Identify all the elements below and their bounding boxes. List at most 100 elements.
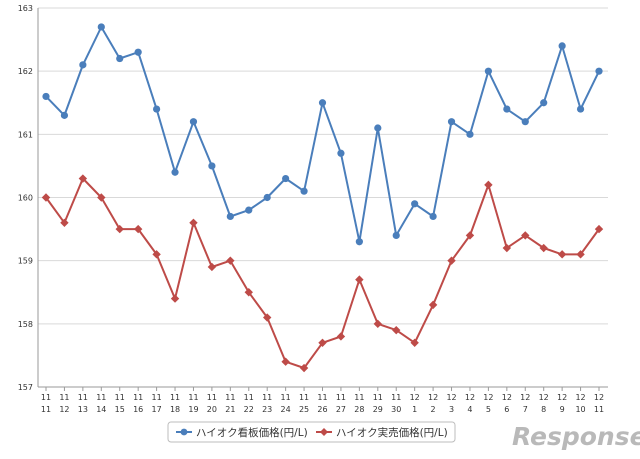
legend-box: [167, 421, 456, 443]
data-point-series-1: [576, 105, 585, 113]
data-point-series-1: [134, 48, 142, 56]
data-point-series-1: [153, 105, 161, 113]
x-tick-label-month: 11: [391, 393, 401, 402]
y-tick-label: 163: [18, 4, 33, 13]
x-tick-label-day: 4: [467, 405, 472, 414]
data-point-series-2: [281, 357, 290, 366]
x-tick-label-month: 12: [520, 393, 530, 402]
data-point-series-2: [539, 243, 548, 253]
y-tick-label: 159: [18, 257, 33, 266]
x-tick-label-month: 12: [557, 393, 567, 402]
data-point-series-1: [337, 149, 345, 157]
x-tick-label-month: 12: [502, 393, 512, 402]
x-tick-label-month: 11: [336, 393, 346, 402]
legend-label: ハイオク看板価格(円/L): [196, 426, 308, 439]
x-tick-label-day: 22: [244, 405, 254, 414]
series-lines: [41, 23, 604, 373]
x-tick-label-day: 20: [207, 405, 217, 414]
data-point-series-1: [374, 124, 382, 132]
x-tick-label-day: 1: [412, 405, 417, 414]
data-point-series-1: [189, 118, 198, 126]
data-point-series-1: [411, 200, 419, 208]
x-tick-label-day: 9: [560, 405, 565, 414]
data-point-series-2: [318, 338, 327, 347]
data-point-series-2: [115, 224, 124, 234]
x-tick-label-month: 11: [262, 393, 272, 402]
data-point-series-2: [576, 250, 585, 259]
data-point-series-1: [79, 61, 87, 69]
x-tick-label-day: 2: [431, 405, 436, 414]
x-tick-label-month: 11: [317, 393, 327, 402]
y-axis-tick-labels: 157 158 159 160 161 162 163: [18, 4, 33, 392]
x-tick-label-month: 11: [152, 393, 162, 402]
data-point-series-2: [557, 250, 567, 259]
x-tick-label-day: 17: [152, 405, 162, 414]
watermark-text: Response.: [512, 422, 640, 451]
x-tick-label-day: 13: [78, 405, 88, 414]
x-tick-label-month: 11: [115, 393, 125, 402]
data-point-series-2: [484, 180, 493, 190]
data-point-series-1: [42, 92, 50, 101]
data-point-series-2: [428, 300, 438, 310]
x-tick-label-month: 12: [465, 393, 475, 402]
data-point-series-2: [373, 319, 382, 329]
x-tick-label-day: 11: [41, 405, 51, 414]
y-tick-label: 161: [18, 130, 33, 139]
x-tick-label-day: 24: [281, 405, 291, 414]
x-tick-label-month: 11: [373, 393, 383, 402]
data-point-series-1: [116, 54, 124, 63]
axes: [37, 8, 608, 391]
x-tick-label-day: 12: [59, 405, 69, 414]
data-point-series-2: [336, 332, 346, 341]
data-point-series-2: [465, 231, 475, 240]
x-tick-label-month: 11: [170, 393, 180, 402]
x-tick-label-month: 12: [483, 393, 493, 402]
data-point-series-2: [392, 325, 401, 335]
x-tick-label-day: 11: [594, 405, 604, 414]
data-point-series-1: [97, 23, 105, 31]
x-tick-label-month: 11: [299, 393, 309, 402]
x-tick-label-day: 18: [170, 405, 180, 414]
x-tick-label-month: 12: [575, 393, 585, 402]
x-tick-label-day: 28: [354, 405, 364, 414]
data-point-series-1: [503, 105, 511, 113]
data-point-series-2: [41, 193, 51, 202]
x-tick-label-day: 7: [523, 405, 528, 414]
data-point-series-1: [171, 168, 179, 176]
x-tick-label-day: 23: [262, 405, 272, 414]
x-tick-label-month: 11: [78, 393, 88, 402]
data-point-series-2: [244, 288, 253, 297]
watermark-logo: Response.: [512, 422, 640, 451]
legend-marker-diamond: [320, 428, 328, 436]
x-tick-label-month: 11: [96, 393, 106, 402]
data-point-series-2: [410, 338, 419, 347]
data-point-series-2: [170, 294, 180, 303]
data-point-series-2: [299, 363, 309, 373]
x-tick-label-day: 6: [504, 405, 509, 414]
data-point-series-2: [78, 174, 88, 183]
x-axis-tick-labels: 1111111211131114111511161117111811191120…: [41, 393, 604, 414]
x-tick-label-day: 26: [317, 405, 327, 414]
data-point-series-1: [318, 99, 327, 107]
x-tick-label-day: 10: [575, 405, 585, 414]
data-point-series-1: [300, 187, 308, 195]
data-point-series-1: [355, 238, 363, 246]
data-point-series-1: [392, 231, 400, 239]
x-tick-label-month: 11: [41, 393, 51, 402]
data-point-series-2: [207, 262, 217, 272]
data-point-series-1: [447, 118, 456, 126]
x-tick-label-day: 14: [96, 405, 106, 414]
x-tick-label-day: 3: [449, 405, 454, 414]
x-tick-label-month: 11: [354, 393, 364, 402]
x-tick-label-day: 16: [133, 405, 143, 414]
data-point-series-1: [466, 130, 474, 138]
x-tick-label-month: 12: [410, 393, 420, 402]
data-point-series-2: [502, 243, 512, 253]
x-tick-label-day: 30: [391, 405, 401, 414]
x-tick-label-month: 11: [59, 393, 69, 402]
x-tick-label-day: 15: [115, 405, 125, 414]
y-tick-label: 158: [18, 320, 33, 329]
x-tick-label-day: 27: [336, 405, 346, 414]
